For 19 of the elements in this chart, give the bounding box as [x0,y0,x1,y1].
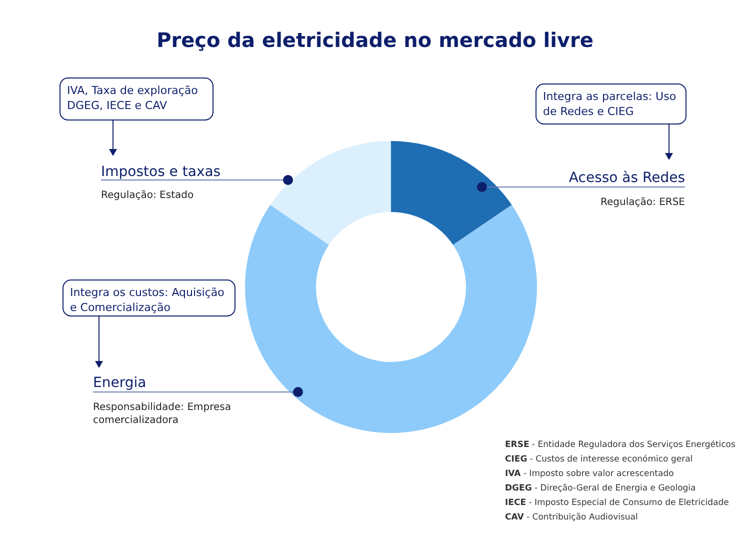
donut-slice [270,141,391,245]
slice-label: Acesso às Redes [568,170,685,186]
slice-label: Energia [93,375,146,391]
text: Integra os custos: Aquisição e Comercialização [70,286,225,314]
text: CAV - Contribuição Audiovisual [505,512,638,522]
slice-label: Impostos e taxas [101,164,221,180]
donut-slice [245,204,537,433]
text: Responsabilidade: Empresa comercializadora [93,402,231,426]
chart-title: Preço da eletricidade no mercado livre [156,28,594,52]
text: Regulação: Estado [101,190,194,201]
text: Integra as parcelas: Uso de Redes e CIEG [543,90,676,118]
text: Regulação: ERSE [600,197,685,208]
text: DGEG - Direção-Geral de Energia e Geologia [505,484,696,494]
donut-slice [391,141,512,245]
text: IVA, Taxa de exploração DGEG, IECE e CAV [67,84,198,112]
text: IVA - Imposto sobre valor acrescentado [505,469,674,479]
text: CIEG - Custos de interesse económico geral [505,454,693,464]
text: ERSE - Entidade Reguladora dos Serviços Energéticos [505,440,736,450]
text: IECE - Imposto Especial de Consumo de Eletricidade [505,498,729,508]
